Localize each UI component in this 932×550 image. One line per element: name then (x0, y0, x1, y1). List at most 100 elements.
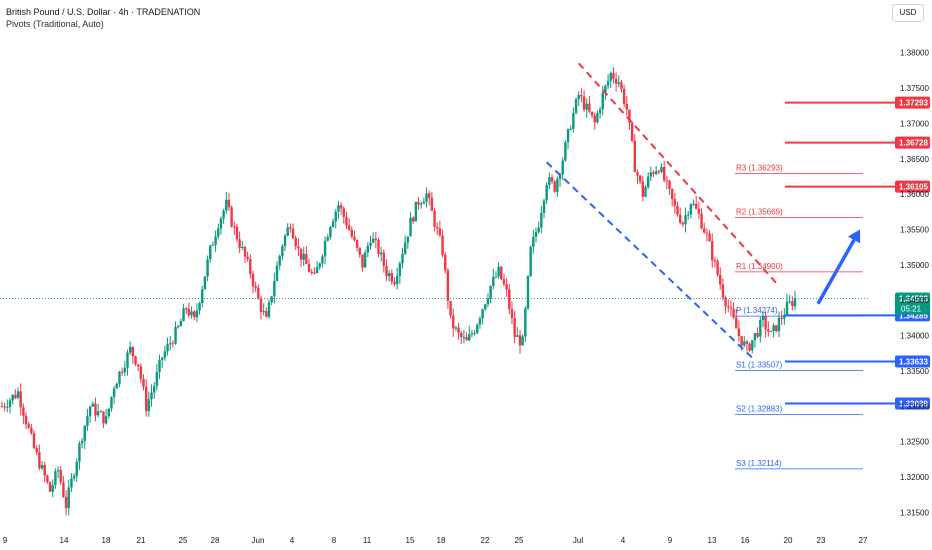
price-tick-label: 1.36000 (900, 190, 929, 199)
pivot-lines: R3 (1.36293) R2 (1.35669) R1 (1.34900) P (1… (735, 163, 863, 470)
candle-body (329, 226, 332, 238)
price-tick-label: 1.38000 (900, 49, 929, 58)
price-tick-label: 1.37000 (900, 119, 929, 128)
candle-body (257, 287, 260, 299)
pivot-label: R2 (1.35669) (736, 208, 783, 217)
candle-body (716, 260, 719, 275)
candle-body (532, 236, 535, 247)
candle-body (144, 386, 148, 412)
candle-body (243, 246, 247, 257)
candle-body (705, 232, 709, 234)
candle-body (22, 407, 25, 416)
candle-body (142, 378, 145, 387)
candle-body (540, 212, 543, 228)
candle-body (385, 265, 388, 277)
candle-body (30, 427, 33, 434)
candle-body (446, 270, 450, 302)
candle-body (83, 425, 86, 441)
candle-body (315, 267, 319, 274)
candle-body (676, 205, 679, 215)
level-tag (895, 136, 930, 149)
candle-body (751, 340, 754, 351)
candle-body (102, 411, 105, 424)
candle-body (72, 475, 76, 479)
candle-body (513, 318, 516, 337)
candle-body (278, 255, 281, 266)
candle-body (711, 241, 714, 261)
candle-body (430, 197, 434, 211)
candle-body (251, 273, 255, 287)
candle-body (772, 325, 775, 332)
candle-body (777, 317, 781, 332)
candle-body (398, 263, 402, 276)
level-tag-label: 1.33039 (899, 399, 928, 408)
price-tick-label: 1.33000 (900, 402, 929, 411)
candle-body (719, 274, 722, 285)
candle-body (761, 316, 765, 321)
candle-body (390, 273, 394, 282)
candle-body (406, 236, 410, 243)
candle-body (564, 142, 567, 161)
pivot-label: S1 (1.33507) (736, 360, 783, 369)
candle-body (150, 392, 153, 400)
candle-body (441, 235, 444, 255)
candle-body (630, 122, 634, 141)
candle-body (139, 366, 143, 379)
candle-body (454, 327, 458, 329)
candle-body (294, 238, 297, 247)
candle-body (558, 174, 562, 179)
time-axis[interactable]: 9 14 18 21 25 28 Jun 4 8 11 15 18 22 25 Jul 4 9 13 16 20 23 2… (3, 536, 868, 545)
candle-body (43, 465, 46, 476)
candle-body (646, 176, 650, 188)
candle-body (187, 308, 191, 316)
candle-body (54, 471, 57, 486)
candle-body (497, 266, 500, 277)
candle-body (126, 352, 129, 368)
candle-body (358, 247, 361, 255)
candle-body (209, 245, 212, 260)
candle-body (473, 332, 476, 334)
candle-body (350, 229, 353, 237)
candle-body (318, 263, 321, 268)
candle-body (233, 226, 236, 228)
candle-body (518, 335, 522, 346)
candle-body (249, 258, 252, 274)
candle-body (502, 279, 506, 285)
pivot-label: P (1.34274) (736, 306, 778, 315)
candle-body (163, 351, 167, 358)
candle-body (313, 272, 316, 274)
candle-body (791, 301, 794, 307)
candle-body (785, 301, 789, 316)
candle-body (780, 317, 783, 319)
candle-body (737, 328, 741, 337)
time-tick-label: Jul (573, 536, 583, 545)
countdown-label: 05:21 (901, 305, 922, 314)
candle-body (99, 411, 102, 413)
candle-body (331, 221, 335, 227)
time-tick-label: 28 (211, 536, 220, 545)
candle-body (598, 109, 602, 114)
currency-button[interactable]: USD (892, 4, 924, 22)
price-axis[interactable]: 1.38000 1.37500 1.37000 1.36500 1.36000 1.355… (900, 49, 929, 518)
candle-body (678, 214, 682, 223)
candle-body (542, 200, 546, 213)
candle-body (638, 175, 642, 182)
candle-body (425, 193, 428, 202)
candle-body (550, 177, 554, 182)
candle-body (134, 356, 137, 365)
time-tick-label: 4 (290, 536, 295, 545)
candle-body (211, 244, 215, 246)
candle-body (254, 286, 257, 288)
candle-body (577, 94, 580, 100)
indicator-label[interactable]: Pivots (Traditional, Auto) (6, 19, 104, 29)
candle-body (590, 111, 594, 116)
candle-body (273, 280, 276, 297)
candle-body (481, 309, 484, 319)
candle-body (724, 297, 727, 307)
candle-body (665, 180, 669, 182)
candle-body (297, 246, 300, 249)
level-tag-label: 1.33633 (899, 357, 928, 366)
candle-body (604, 85, 607, 93)
candle-body (94, 403, 97, 416)
